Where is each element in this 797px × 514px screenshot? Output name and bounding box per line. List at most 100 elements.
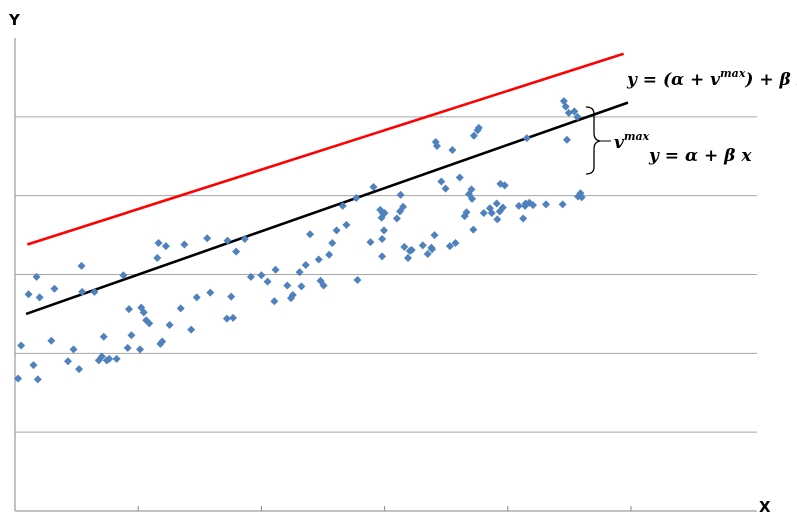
data-point [573,112,582,121]
regression-line [25,101,629,316]
data-point [498,203,507,212]
data-point [462,208,471,217]
data-point [223,236,232,245]
data-point [570,107,579,116]
data-point [297,282,306,291]
data-point [392,214,401,223]
data-point [441,184,450,193]
data-point [192,293,201,302]
data-point [229,313,238,322]
data-point [50,284,59,293]
data-point [455,173,464,182]
data-point [232,247,241,256]
data-point [165,320,174,329]
data-point [500,181,509,190]
data-point [378,235,387,244]
data-point [469,131,478,140]
data-point [75,365,84,374]
data-point [17,341,26,350]
data-point [14,374,23,383]
x-axis-label: X [759,498,771,514]
data-point [158,337,167,346]
data-point [378,252,387,261]
data-point [90,287,99,296]
data-point [451,238,460,247]
data-point [69,345,78,354]
data-point [469,225,478,234]
data-point [407,246,416,255]
data-point [399,202,408,211]
data-point [222,314,231,323]
data-point [301,261,310,270]
data-point [153,253,162,262]
data-point [400,242,409,251]
data-point [366,238,375,247]
data-point [203,234,212,243]
data-point [145,319,154,328]
data-point [328,238,337,247]
data-point [487,209,496,218]
data-point [541,200,550,209]
data-point [295,268,304,277]
data-point [396,190,405,199]
upper-line-equation: y = (α + vmax) + β x [626,67,797,90]
y-axis-label: Y [8,11,21,29]
data-point [257,271,266,280]
data-point [176,304,185,313]
data-point [332,226,341,235]
vmax-label: vmax [614,130,650,153]
data-point [404,253,413,262]
data-point [325,250,334,259]
scatter-points [14,97,586,384]
data-point [206,288,215,297]
data-point [445,242,454,251]
data-point [97,352,106,361]
data-point [161,242,170,251]
lower-line-equation: y = α + β x [648,146,752,166]
data-point [136,345,145,354]
data-point [529,201,538,210]
data-point [32,272,41,281]
data-point [288,290,297,299]
data-point [112,354,121,363]
data-point [342,220,351,229]
data-point [119,271,128,280]
data-point [522,134,531,143]
data-point [474,123,483,132]
data-point [380,209,389,218]
data-point [78,287,87,296]
data-point [369,182,378,191]
data-point [35,293,44,302]
data-point [77,261,86,270]
data-point [29,361,38,370]
data-point [468,194,477,203]
data-point [430,231,439,240]
data-point [319,281,328,290]
data-point [353,276,362,285]
data-point [577,193,586,202]
data-point [493,215,502,224]
data-point [263,277,272,286]
data-point [379,226,388,235]
upper-bound-line [26,52,625,246]
data-point [47,336,56,345]
data-point [99,332,108,341]
data-point [246,272,255,281]
data-point [514,201,523,210]
data-point [352,194,361,203]
data-point [338,201,347,210]
data-point [187,325,196,334]
data-point [240,235,249,244]
data-point [154,238,163,247]
data-point [467,185,476,194]
data-point [492,199,501,208]
data-point [314,255,323,264]
data-point [306,230,315,239]
data-point [33,375,42,384]
data-point [63,357,72,366]
data-point [123,343,132,352]
data-point [418,241,427,250]
data-point [105,354,114,363]
data-point [180,240,189,249]
